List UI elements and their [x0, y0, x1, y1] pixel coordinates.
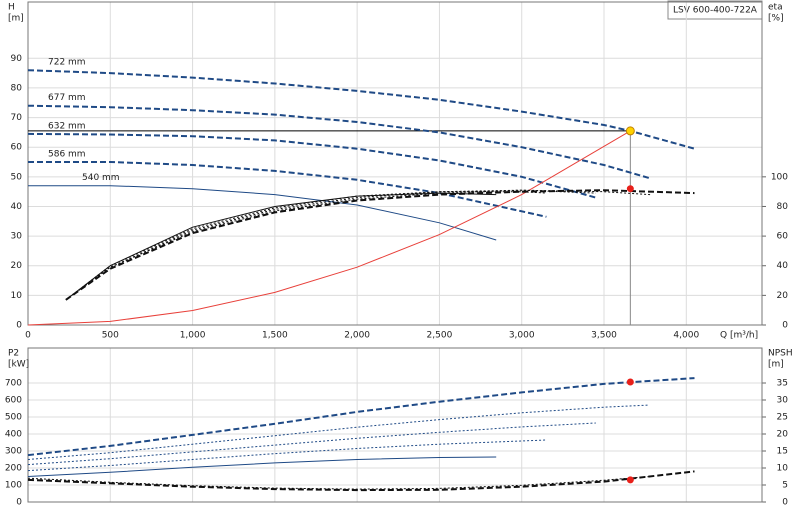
- y2-tick-label: 35: [777, 379, 788, 389]
- y-axis-label: P2: [8, 349, 19, 359]
- y2-tick-label: 20: [777, 430, 789, 440]
- y-tick-label: 500: [5, 413, 22, 423]
- plot-frame: [27, 347, 763, 503]
- x-tick-label: 1,000: [180, 331, 206, 341]
- y-tick-label: 100: [5, 481, 22, 491]
- curve: [28, 185, 497, 241]
- curve-label: 722 mm: [48, 58, 86, 68]
- y2-tick-label: 100: [771, 172, 788, 182]
- curve-label: 586 mm: [48, 150, 86, 160]
- y-tick-label: 10: [11, 291, 23, 301]
- y2-axis-label: NPSH: [768, 349, 793, 359]
- curve: [27, 377, 695, 457]
- x-tick-label: 3,500: [591, 331, 617, 341]
- y2-tick-label: 30: [777, 396, 789, 406]
- y-tick-label: 40: [11, 202, 23, 212]
- curve: [28, 161, 547, 218]
- x-tick-label: 3,000: [509, 331, 535, 341]
- x-tick-label: 1,500: [262, 331, 288, 341]
- y2-tick-label: 60: [777, 232, 789, 242]
- y2-axis-unit: [%]: [768, 14, 784, 24]
- y2-tick-label: 0: [782, 321, 788, 331]
- duty-marker: [626, 378, 634, 386]
- y-tick-label: 50: [11, 172, 23, 182]
- y-tick-label: 0: [16, 498, 22, 508]
- curve: [27, 69, 695, 150]
- y2-tick-label: 80: [777, 202, 789, 212]
- x-tick-label: 500: [102, 331, 119, 341]
- y-tick-label: 70: [11, 113, 23, 123]
- y-tick-label: 300: [5, 447, 22, 457]
- curve: [27, 104, 651, 180]
- curve-label: 540 mm: [82, 173, 120, 183]
- curve: [27, 470, 695, 492]
- curve-label: 677 mm: [48, 93, 86, 103]
- x-tick-label: 0: [25, 331, 31, 341]
- y2-tick-label: 0: [782, 498, 788, 508]
- curve: [27, 439, 547, 472]
- curve: [65, 192, 497, 301]
- y2-axis-unit: [m]: [768, 360, 784, 370]
- x-tick-label: 4,000: [673, 331, 699, 341]
- y-axis-label: H: [8, 3, 15, 13]
- chart-title: LSV 600-400-722A: [673, 6, 758, 16]
- y-tick-label: 400: [5, 430, 22, 440]
- y2-tick-label: 10: [777, 464, 789, 474]
- curve: [65, 189, 596, 301]
- y2-tick-label: 40: [777, 261, 789, 271]
- curve: [27, 456, 497, 477]
- y-tick-label: 700: [5, 379, 22, 389]
- x-tick-label: 2,000: [344, 331, 370, 341]
- curve: [27, 476, 651, 490]
- y-tick-label: 80: [11, 83, 23, 93]
- plot-frame: [27, 1, 763, 326]
- y2-tick-label: 25: [777, 413, 788, 423]
- y-tick-label: 0: [16, 321, 22, 331]
- curve-label: 632 mm: [48, 121, 86, 131]
- duty-marker: [626, 476, 634, 484]
- y2-axis-label: eta: [768, 3, 783, 13]
- duty-marker: [626, 185, 634, 193]
- y2-tick-label: 20: [777, 291, 789, 301]
- curve: [65, 191, 547, 301]
- curve: [27, 132, 597, 199]
- y-tick-label: 200: [5, 464, 22, 474]
- y-tick-label: 600: [5, 396, 22, 406]
- y2-tick-label: 5: [782, 481, 788, 491]
- y-tick-label: 30: [11, 232, 23, 242]
- curve: [27, 422, 596, 466]
- y2-tick-label: 15: [777, 447, 788, 457]
- y-tick-label: 60: [11, 143, 23, 153]
- x-axis-label: Q [m³/h]: [720, 331, 758, 341]
- operating-point: [625, 126, 635, 136]
- y-tick-label: 20: [11, 261, 23, 271]
- x-tick-label: 2,500: [427, 331, 453, 341]
- curve: [27, 130, 631, 326]
- y-axis-unit: [m]: [8, 14, 24, 24]
- y-axis-unit: [kW]: [8, 360, 29, 370]
- y-tick-label: 90: [11, 54, 23, 64]
